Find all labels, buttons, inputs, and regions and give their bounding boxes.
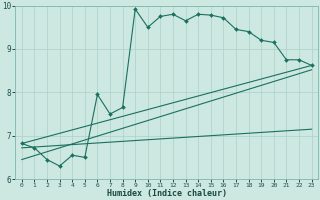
- X-axis label: Humidex (Indice chaleur): Humidex (Indice chaleur): [107, 189, 227, 198]
